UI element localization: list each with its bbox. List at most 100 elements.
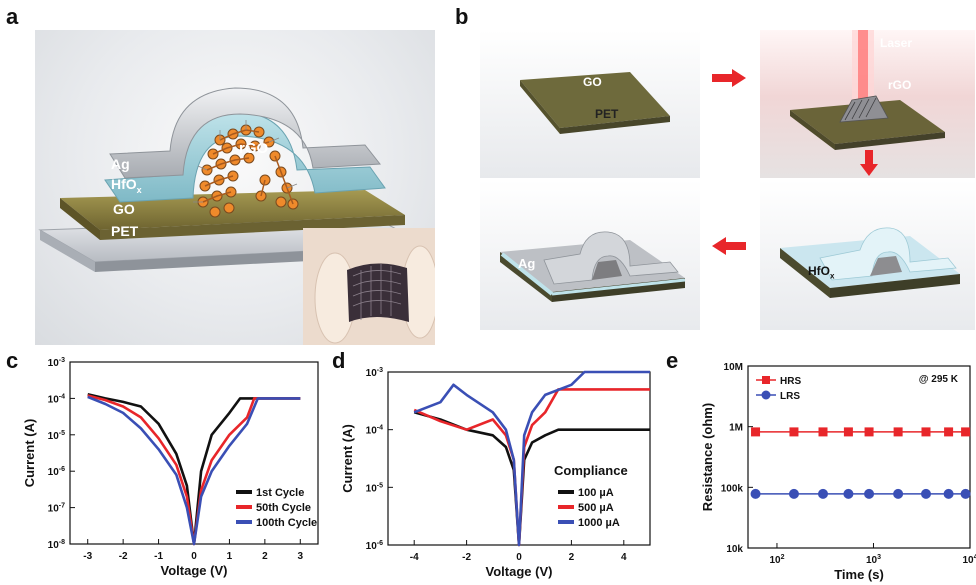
y-tick-label: 10-6 xyxy=(366,540,383,552)
panel-label-d: d xyxy=(332,348,346,373)
arrow-left-icon xyxy=(712,237,746,255)
x-tick-label: 1 xyxy=(227,551,233,562)
y-tick-label: 10-4 xyxy=(366,425,383,437)
data-point xyxy=(921,427,931,437)
x-axis-label: Time (s) xyxy=(834,567,884,582)
data-point xyxy=(893,427,903,437)
x-tick-label: -1 xyxy=(154,551,163,562)
laser-reduction-illustration xyxy=(790,30,945,150)
step1-go-label: GO xyxy=(583,75,602,89)
data-point xyxy=(960,488,971,499)
plot-frame xyxy=(747,365,971,549)
data-point xyxy=(750,488,761,499)
data-point xyxy=(818,427,828,437)
x-axis-label: Voltage (V) xyxy=(161,563,228,578)
x-tick-label: 0 xyxy=(191,551,197,562)
y-tick-label: 10-3 xyxy=(48,357,65,369)
x-tick-label: 2 xyxy=(262,551,268,562)
label-ag: Ag xyxy=(111,156,130,172)
step3-hfox-main: HfO xyxy=(808,264,830,278)
legend-label: LRS xyxy=(780,391,800,402)
step2-rgo-label: rGO xyxy=(888,78,912,92)
data-point xyxy=(944,427,954,437)
legend-label: 100 µA xyxy=(578,487,614,499)
y-tick-label: 10-7 xyxy=(48,503,65,515)
x-tick-label: 103 xyxy=(866,554,881,566)
x-tick-label: 102 xyxy=(769,554,784,566)
panel-label-c: c xyxy=(6,348,19,373)
chart-d-iv-compliance: 10-6 10-5 10-4 10-3 -4 -2 0 2 4 Voltage (V) Curren… xyxy=(340,367,651,579)
hfox-deposition-illustration xyxy=(780,227,960,298)
step3-hfox-sub: x xyxy=(830,271,835,281)
x-tick-label: -3 xyxy=(83,551,92,562)
arrow-down-icon xyxy=(860,150,878,176)
fab-step-go-on-pet: GO PET xyxy=(480,30,700,178)
device-schematic-illustration xyxy=(38,87,435,345)
data-point xyxy=(843,427,853,437)
legend-title: Compliance xyxy=(554,463,628,478)
data-point xyxy=(843,488,854,499)
y-tick-label: 10-5 xyxy=(366,482,383,494)
legend-marker xyxy=(761,390,771,400)
step1-pet-label: PET xyxy=(595,107,619,121)
y-tick-label: 10-5 xyxy=(48,430,65,442)
label-hfox: HfOx xyxy=(111,176,142,195)
x-tick-label: 0 xyxy=(516,552,522,563)
legend-marker xyxy=(762,376,770,384)
x-tick-label: 2 xyxy=(569,552,575,563)
y-tick-label: 10-6 xyxy=(48,466,65,478)
device-schematic: Ag HfOx GO PET rGO xyxy=(35,30,435,345)
legend-label: 500 µA xyxy=(578,502,614,514)
legend-label: 1000 µA xyxy=(578,517,620,529)
step3-hfox-label: HfOx xyxy=(808,264,834,280)
data-point xyxy=(893,488,904,499)
legend-label: HRS xyxy=(780,376,801,387)
y-tick-label: 10M xyxy=(724,362,743,373)
y-tick-label: 10-3 xyxy=(366,367,383,379)
step2-laser-label: Laser xyxy=(880,36,913,50)
y-axis-label: Current (A) xyxy=(340,424,355,493)
series-line xyxy=(87,395,301,546)
x-tick-label: 4 xyxy=(621,552,627,563)
data-point xyxy=(864,488,875,499)
x-tick-label: -4 xyxy=(410,552,419,563)
series-line xyxy=(413,370,650,547)
ag-electrode-illustration xyxy=(500,231,686,302)
data-point xyxy=(943,488,954,499)
fab-step-hfox-deposition: HfOx xyxy=(760,180,975,330)
panel-label-b: b xyxy=(455,4,469,29)
x-axis-label: Voltage (V) xyxy=(486,564,553,579)
y-tick-label: 10-4 xyxy=(48,393,65,405)
y-tick-label: 1M xyxy=(729,423,743,434)
label-pet: PET xyxy=(111,223,139,239)
label-rgo: rGO xyxy=(239,140,269,157)
x-tick-label: -2 xyxy=(119,551,128,562)
data-point xyxy=(789,427,799,437)
panel-label-e: e xyxy=(666,348,679,373)
chart-e-retention: 10k 100k 1M 10M 102 103 104 Time (s) Resistance … xyxy=(700,362,976,582)
x-tick-label: 104 xyxy=(962,554,976,566)
temperature-annotation: @ 295 K xyxy=(919,374,959,385)
label-hfox-main: HfO xyxy=(111,176,137,192)
flexible-device-photo xyxy=(303,228,435,345)
label-go: GO xyxy=(113,201,135,217)
x-tick-label: 3 xyxy=(298,551,304,562)
y-tick-label: 10k xyxy=(726,544,743,555)
data-point xyxy=(751,427,761,437)
step4-ag-label: Ag xyxy=(518,256,536,271)
fab-step-ag-electrode: Ag xyxy=(480,180,700,330)
data-point xyxy=(961,427,971,437)
data-point xyxy=(788,488,799,499)
data-point xyxy=(818,488,829,499)
data-point xyxy=(920,488,931,499)
legend-label: 1st Cycle xyxy=(256,487,304,499)
legend-label: 50th Cycle xyxy=(256,502,311,514)
data-point xyxy=(864,427,874,437)
y-axis-label: Resistance (ohm) xyxy=(700,403,715,511)
y-axis-label: Current (A) xyxy=(22,419,37,488)
y-tick-label: 100k xyxy=(721,483,744,494)
y-tick-label: 10-8 xyxy=(48,539,65,551)
go-on-pet-illustration xyxy=(520,72,670,134)
panel-label-a: a xyxy=(6,4,19,29)
arrow-right-icon xyxy=(712,69,746,87)
